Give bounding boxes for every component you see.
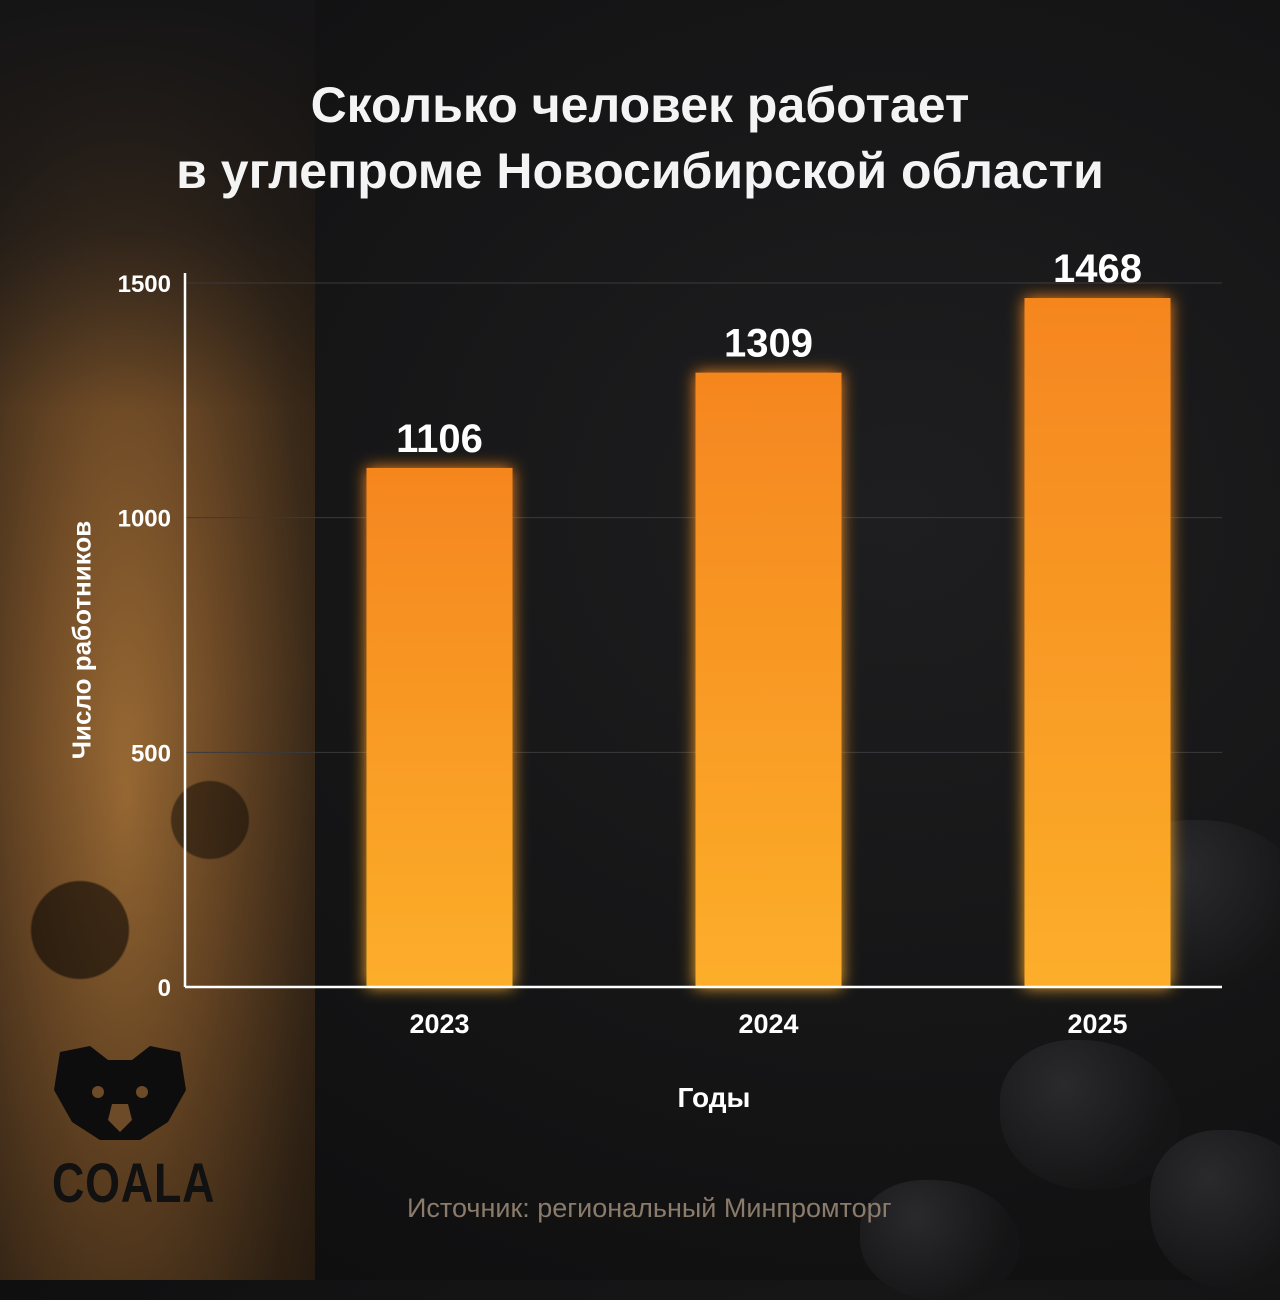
koala-icon: [54, 1046, 186, 1140]
x-axis-label: Годы: [677, 1082, 751, 1113]
x-tick-label: 2025: [1067, 1009, 1127, 1039]
coal-rock: [1150, 1130, 1280, 1290]
y-axis-label: Число работников: [66, 520, 97, 760]
bar-2024: [695, 372, 842, 987]
bar-2025: [1024, 298, 1171, 987]
data-label: 1309: [724, 322, 813, 366]
chart-title: Сколько человек работает в углепроме Нов…: [0, 72, 1280, 204]
x-tick-label: 2024: [738, 1009, 798, 1039]
background-photo: [0, 0, 315, 1280]
y-tick-label: 1000: [118, 506, 171, 533]
chart-title-line-2: в углепроме Новосибирской области: [176, 143, 1104, 199]
data-label: 1106: [396, 417, 483, 461]
source-note: Источник: региональный Минпромторг: [407, 1193, 892, 1223]
data-label: 1468: [1053, 247, 1142, 291]
chart-title-line-1: Сколько человек работает: [310, 77, 970, 133]
y-tick-label: 0: [158, 975, 171, 1002]
logo-text: COALA: [52, 1151, 216, 1214]
x-tick-label: 2023: [409, 1009, 469, 1039]
y-tick-label: 1500: [118, 271, 171, 298]
coal-rock: [1000, 1040, 1180, 1190]
bar-2023: [366, 467, 513, 987]
y-tick-label: 500: [131, 740, 171, 767]
